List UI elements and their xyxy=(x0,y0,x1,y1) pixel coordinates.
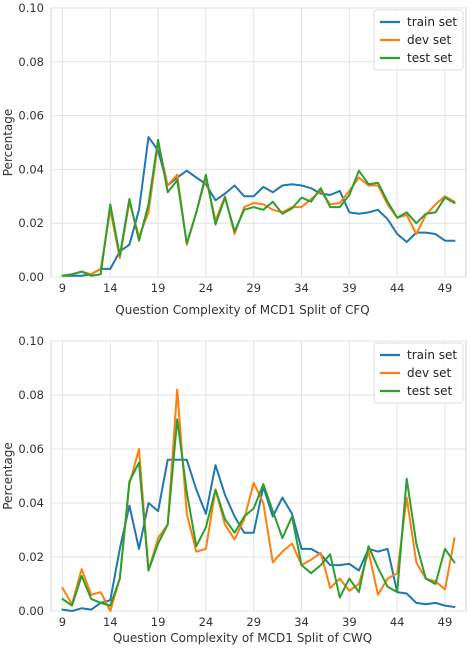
y-tick-label: 0.04 xyxy=(18,162,44,176)
legend-label: test set xyxy=(407,384,452,398)
legend: train set dev set test set xyxy=(373,342,464,404)
x-tick-label: 24 xyxy=(199,615,214,629)
series-line-train xyxy=(61,458,456,612)
legend-box xyxy=(373,342,464,404)
x-tick-label: 44 xyxy=(390,615,405,629)
y-axis-label: Percentage xyxy=(1,109,15,177)
x-axis-label: Question Complexity of MCD1 Split of CFQ xyxy=(115,303,369,317)
x-tick-label: 24 xyxy=(199,281,214,295)
y-tick-label: 0.06 xyxy=(18,442,44,456)
y-tick-label: 0.06 xyxy=(18,109,44,123)
chart-panel-2: 0.00 0.02 0.04 0.06 0.08 0.10 9 14 19 24 29 34 39 44 4… xyxy=(1,334,467,645)
legend-label: dev set xyxy=(407,366,452,380)
x-tick-label: 29 xyxy=(246,615,261,629)
x-tick-label: 49 xyxy=(438,615,453,629)
x-tick-label: 14 xyxy=(103,281,118,295)
x-tick-label: 29 xyxy=(246,281,261,295)
y-tick-label: 0.08 xyxy=(18,55,44,69)
y-tick-label: 0.02 xyxy=(18,550,44,564)
series-line-train xyxy=(61,136,456,277)
x-tick-label: 39 xyxy=(342,281,357,295)
x-tick-label: 34 xyxy=(294,615,309,629)
chart-panel-1: 0.00 0.02 0.04 0.06 0.08 0.10 9 14 19 24 29 34 39 44 4… xyxy=(1,1,467,317)
legend-label: dev set xyxy=(407,33,452,47)
x-tick-label: 44 xyxy=(390,281,405,295)
y-tick-label: 0.10 xyxy=(18,334,44,348)
legend: train set dev set test set xyxy=(373,9,464,71)
legend-box xyxy=(373,9,464,71)
x-axis-label: Question Complexity of MCD1 Split of CWQ xyxy=(113,631,372,645)
x-tick-label: 19 xyxy=(151,281,166,295)
y-tick-label: 0.02 xyxy=(18,216,44,230)
x-tick-label: 19 xyxy=(151,615,166,629)
legend-label: test set xyxy=(407,51,452,65)
series-line-test xyxy=(61,138,456,277)
y-axis-label: Percentage xyxy=(1,442,15,510)
x-tick-label: 49 xyxy=(438,281,453,295)
legend-label: train set xyxy=(407,15,457,29)
x-tick-label: 14 xyxy=(103,615,118,629)
x-tick-label: 9 xyxy=(59,281,66,295)
legend-label: train set xyxy=(407,348,457,362)
series-line-test xyxy=(61,418,456,607)
y-tick-label: 0.10 xyxy=(18,1,44,15)
x-tick-label: 34 xyxy=(294,281,309,295)
y-tick-label: 0.08 xyxy=(18,388,44,402)
x-tick-label: 39 xyxy=(342,615,357,629)
y-tick-label: 0.00 xyxy=(18,604,44,618)
y-tick-label: 0.00 xyxy=(18,270,44,284)
y-tick-label: 0.04 xyxy=(18,496,44,510)
x-tick-label: 9 xyxy=(59,615,66,629)
